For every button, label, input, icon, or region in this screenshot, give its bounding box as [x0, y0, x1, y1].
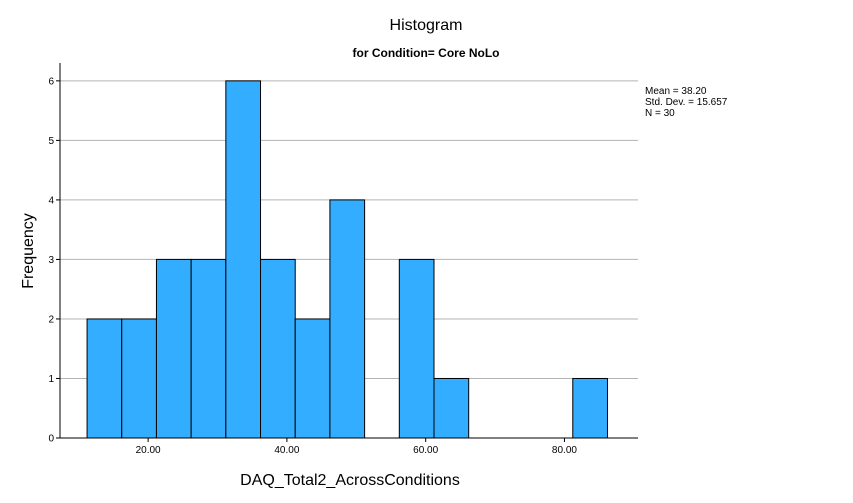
y-tick-label: 4 — [48, 195, 54, 206]
x-tick-label: 60.00 — [413, 445, 438, 456]
statistics-annotation: Mean = 38.20 Std. Dev. = 15.657 N = 30 — [645, 86, 728, 119]
stats-n: N = 30 — [645, 108, 675, 119]
stats-std-dev: Std. Dev. = 15.657 — [645, 97, 728, 108]
axes — [59, 63, 638, 439]
y-tick-label: 1 — [48, 374, 54, 385]
histogram-bar — [329, 199, 366, 439]
y-tick-label: 0 — [48, 434, 54, 445]
x-axis-label: DAQ_Total2_AcrossConditions — [240, 472, 460, 489]
y-tick-label: 3 — [48, 255, 54, 266]
y-tick-label: 2 — [48, 314, 54, 325]
histogram-bar — [155, 258, 192, 439]
chart-title: Histogram — [390, 17, 463, 34]
histogram-bar — [260, 258, 296, 439]
x-tick-label: 20.00 — [136, 445, 161, 456]
histogram-bar — [86, 318, 123, 439]
y-axis-label: Frequency — [20, 213, 37, 289]
y-axis-ticks: 0 1 2 3 4 5 6 — [48, 76, 60, 445]
histogram-bar — [190, 258, 227, 439]
histogram-bar — [294, 318, 331, 439]
histogram-bar — [398, 258, 435, 439]
x-tick-label: 80.00 — [552, 445, 577, 456]
histogram-bar — [225, 80, 262, 439]
x-axis-ticks: 20.00 40.00 60.00 80.00 — [136, 438, 577, 456]
histogram-bar — [433, 377, 470, 439]
y-tick-label: 6 — [48, 76, 54, 87]
stats-mean: Mean = 38.20 — [645, 86, 707, 97]
x-tick-label: 40.00 — [274, 445, 299, 456]
histogram-bars — [86, 80, 608, 439]
chart-subtitle: for Condition= Core NoLo — [353, 46, 500, 60]
histogram-bar — [121, 318, 157, 439]
histogram-bar — [572, 377, 608, 439]
y-tick-label: 5 — [48, 136, 54, 147]
